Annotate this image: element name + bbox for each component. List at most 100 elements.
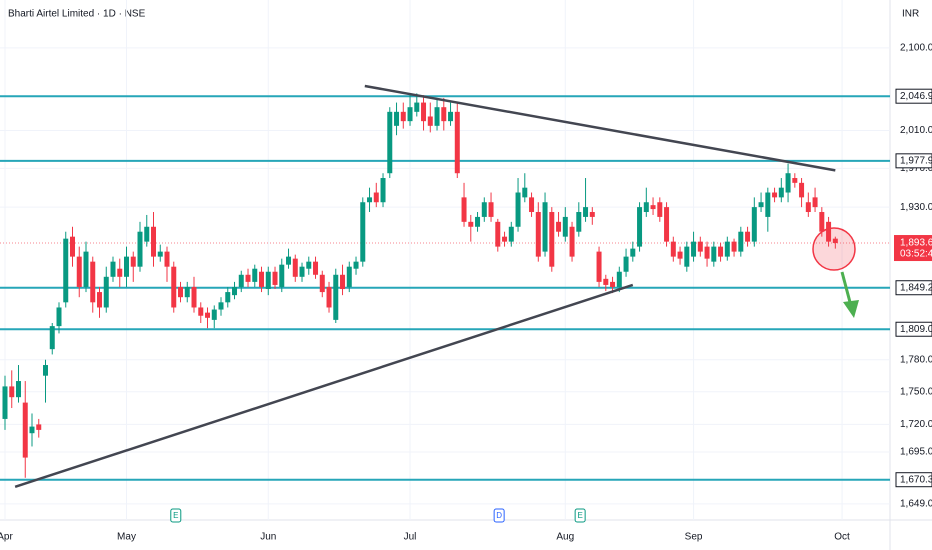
level-label-box — [895, 88, 932, 104]
price-label-box — [894, 235, 932, 262]
candle-body — [434, 107, 440, 126]
event-label: D — [496, 511, 502, 520]
candle-body — [137, 231, 143, 267]
candle-body — [711, 246, 717, 262]
candle-body — [515, 192, 521, 227]
candle-body — [792, 178, 798, 183]
candle-body — [576, 212, 582, 232]
y-tick-label: 1,750.00 — [900, 386, 932, 397]
candle-body — [765, 192, 771, 217]
y-tick-label: 1,970.00 — [900, 163, 932, 174]
candle-body — [22, 402, 28, 458]
level-label: 1,670.30 — [900, 474, 932, 485]
candle-body — [299, 266, 305, 277]
level-label: 2,046.90 — [900, 91, 932, 102]
candle-body — [448, 111, 454, 122]
candle-body — [340, 274, 346, 290]
candle-body — [589, 212, 595, 217]
candle-body — [373, 192, 379, 203]
candle-body — [805, 202, 811, 213]
candle-body — [130, 256, 136, 267]
candle-body — [481, 202, 487, 217]
trendline — [14, 283, 634, 489]
candle-body — [529, 197, 535, 213]
candle-body — [124, 256, 130, 277]
candle-body — [198, 307, 204, 316]
event-label: E — [173, 511, 178, 520]
candle-body — [427, 116, 433, 126]
candle-body — [313, 261, 319, 275]
candle-body — [326, 286, 332, 308]
candle-body — [812, 197, 818, 208]
candle-body — [394, 111, 400, 126]
candle-body — [232, 286, 238, 296]
candle-body — [400, 111, 406, 122]
x-tick-label: Sep — [685, 532, 703, 543]
candle-body — [367, 197, 373, 203]
y-tick-label: 2,010.00 — [900, 125, 932, 136]
candle-body — [549, 212, 555, 267]
candle-body — [522, 187, 528, 198]
candle-body — [637, 207, 643, 247]
candle-body — [421, 102, 427, 122]
y-tick-label: 1,930.00 — [900, 202, 932, 213]
candle-body — [758, 202, 764, 208]
candle-body — [670, 241, 676, 257]
candle-body — [238, 274, 244, 287]
candle-body — [211, 309, 217, 320]
candle-body — [265, 271, 271, 290]
candle-body — [272, 271, 278, 285]
candle-body — [583, 207, 589, 217]
candle-body — [380, 178, 386, 203]
candle-body — [346, 266, 352, 287]
candle-body — [650, 205, 656, 210]
candle-body — [495, 221, 501, 247]
candle-body — [144, 226, 150, 242]
y-tick-label: 1,780.00 — [900, 354, 932, 365]
y-tick-label: 1,695.00 — [900, 447, 932, 458]
event-icon — [493, 508, 505, 523]
candle-body — [407, 107, 413, 122]
level-label: 1,849.25 — [900, 282, 932, 293]
x-tick-label: May — [117, 532, 136, 543]
candle-body — [49, 326, 55, 350]
candle-body — [178, 286, 184, 298]
candle-body — [677, 251, 683, 259]
candle-body — [151, 226, 157, 257]
candle-body — [745, 231, 751, 242]
level-label-box — [895, 280, 932, 296]
candle-body — [542, 202, 548, 252]
event-label: E — [577, 511, 582, 520]
candle-body — [63, 238, 69, 303]
candle-body — [245, 274, 251, 282]
candle-body — [218, 302, 224, 310]
candle-body — [468, 221, 474, 227]
candle-body — [191, 286, 197, 308]
candle-body — [97, 292, 103, 308]
event-icon — [170, 508, 182, 523]
candle-body — [117, 268, 123, 277]
x-tick-label: Jun — [260, 532, 276, 543]
level-label-box — [895, 321, 932, 337]
candle-body — [556, 221, 562, 232]
candle-body — [502, 236, 508, 242]
candle-body — [596, 251, 602, 282]
x-tick-label: Jul — [404, 532, 417, 543]
candle-body — [2, 386, 8, 419]
candle-body — [292, 258, 298, 277]
candle-body — [697, 241, 703, 252]
y-tick-label: 1,649.00 — [900, 499, 932, 510]
candle-body — [623, 256, 629, 272]
candle-body — [360, 202, 366, 262]
candle-body — [56, 307, 62, 327]
candle-body — [826, 221, 832, 242]
candle-body — [684, 246, 690, 267]
candle-body — [76, 256, 82, 287]
candle-body — [454, 111, 460, 174]
candle-body — [184, 286, 190, 298]
candle-body — [819, 212, 825, 232]
candle-body — [205, 312, 211, 318]
candle-body — [70, 236, 76, 257]
candle-body — [738, 231, 744, 252]
candle-body — [15, 381, 21, 398]
